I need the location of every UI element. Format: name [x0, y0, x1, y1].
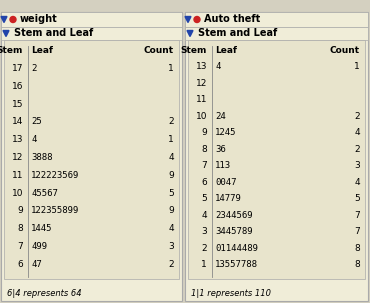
Text: 15: 15 — [11, 100, 23, 109]
Text: 01144489: 01144489 — [215, 244, 258, 253]
Text: 24: 24 — [215, 112, 226, 121]
Text: 2: 2 — [201, 244, 207, 253]
Text: 10: 10 — [11, 188, 23, 198]
Text: 8: 8 — [354, 260, 360, 269]
Text: 1: 1 — [201, 260, 207, 269]
Text: 7: 7 — [201, 161, 207, 170]
Text: 12: 12 — [11, 153, 23, 162]
Text: 9: 9 — [17, 206, 23, 215]
Text: Stem and Leaf: Stem and Leaf — [198, 28, 277, 38]
Text: 17: 17 — [11, 64, 23, 73]
Text: 8: 8 — [354, 244, 360, 253]
Text: 4: 4 — [354, 178, 360, 187]
Bar — [188, 40, 365, 279]
Text: 12: 12 — [196, 79, 207, 88]
Text: 2: 2 — [31, 64, 36, 73]
Text: 8: 8 — [17, 224, 23, 233]
Text: 13557788: 13557788 — [215, 260, 258, 269]
Text: 2: 2 — [354, 145, 360, 154]
Text: Auto theft: Auto theft — [204, 15, 260, 25]
Text: 9: 9 — [168, 171, 174, 180]
Text: 13: 13 — [195, 62, 207, 71]
Text: Stem: Stem — [181, 46, 207, 55]
Text: 6: 6 — [17, 260, 23, 269]
Text: 1: 1 — [168, 135, 174, 144]
Text: 14: 14 — [11, 118, 23, 126]
Text: 3: 3 — [354, 161, 360, 170]
Text: 11: 11 — [195, 95, 207, 104]
Text: 3: 3 — [201, 227, 207, 236]
Text: 4: 4 — [354, 128, 360, 137]
Text: 4: 4 — [168, 153, 174, 162]
Text: 9: 9 — [201, 128, 207, 137]
Text: 3888: 3888 — [31, 153, 53, 162]
Text: 8: 8 — [201, 145, 207, 154]
Text: 499: 499 — [31, 242, 47, 251]
Text: 4: 4 — [168, 224, 174, 233]
Bar — [1, 27, 182, 40]
Text: 5: 5 — [168, 188, 174, 198]
Text: 4: 4 — [201, 211, 207, 220]
Text: 47: 47 — [31, 260, 42, 269]
Text: 9: 9 — [168, 206, 174, 215]
Text: 6: 6 — [201, 178, 207, 187]
Text: 7: 7 — [354, 211, 360, 220]
Text: 1245: 1245 — [215, 128, 236, 137]
Text: 10: 10 — [195, 112, 207, 121]
Text: 4: 4 — [31, 135, 36, 144]
Text: 14779: 14779 — [215, 194, 242, 203]
Text: Stem and Leaf: Stem and Leaf — [14, 28, 93, 38]
Text: 36: 36 — [215, 145, 226, 154]
Text: 11: 11 — [11, 171, 23, 180]
Text: 1: 1 — [168, 64, 174, 73]
Polygon shape — [3, 31, 9, 36]
Text: 2: 2 — [168, 118, 174, 126]
Text: 1: 1 — [354, 62, 360, 71]
Text: 5: 5 — [354, 194, 360, 203]
Polygon shape — [1, 16, 7, 22]
Text: Leaf: Leaf — [31, 46, 53, 55]
Text: 122355899: 122355899 — [31, 206, 80, 215]
Text: 45567: 45567 — [31, 188, 58, 198]
Text: weight: weight — [20, 15, 58, 25]
Bar — [185, 12, 368, 301]
Bar — [4, 40, 179, 279]
Text: 3: 3 — [168, 242, 174, 251]
Text: 4: 4 — [215, 62, 221, 71]
Text: 1445: 1445 — [31, 224, 53, 233]
Text: Leaf: Leaf — [215, 46, 237, 55]
Polygon shape — [187, 31, 193, 36]
Text: 2: 2 — [354, 112, 360, 121]
Text: Stem: Stem — [0, 46, 23, 55]
Text: Count: Count — [144, 46, 174, 55]
Text: 5: 5 — [201, 194, 207, 203]
Text: 6|4 represents 64: 6|4 represents 64 — [7, 288, 82, 298]
Circle shape — [10, 16, 16, 22]
Text: 7: 7 — [17, 242, 23, 251]
Text: 13: 13 — [11, 135, 23, 144]
Bar — [185, 27, 368, 40]
Polygon shape — [185, 16, 191, 22]
Text: 2344569: 2344569 — [215, 211, 253, 220]
Bar — [1, 12, 182, 27]
Text: 113: 113 — [215, 161, 231, 170]
Text: 7: 7 — [354, 227, 360, 236]
Text: Count: Count — [330, 46, 360, 55]
Text: 1|1 represents 110: 1|1 represents 110 — [191, 288, 271, 298]
Bar — [1, 12, 182, 301]
Text: 0047: 0047 — [215, 178, 236, 187]
Text: 16: 16 — [11, 82, 23, 91]
Bar — [185, 12, 368, 27]
Text: 25: 25 — [31, 118, 42, 126]
Circle shape — [194, 16, 200, 22]
Text: 122223569: 122223569 — [31, 171, 80, 180]
Text: 3445789: 3445789 — [215, 227, 253, 236]
Text: 2: 2 — [168, 260, 174, 269]
